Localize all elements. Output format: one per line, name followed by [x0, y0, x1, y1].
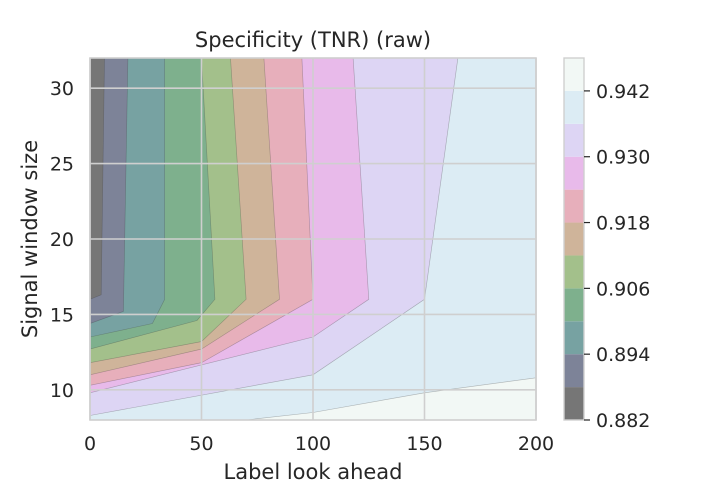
colorbar-swatch: [564, 321, 584, 355]
colorbar-frame: [563, 57, 585, 421]
y-tick-label: 20: [50, 229, 74, 251]
x-axis-label: Label look ahead: [224, 460, 403, 480]
colorbar-tick-label: 0.906: [596, 278, 650, 300]
colorbar-tick-label: 0.882: [596, 410, 650, 432]
colorbar-swatch: [564, 156, 584, 190]
y-tick-label: 15: [50, 304, 74, 326]
x-tick-label: 150: [406, 433, 442, 455]
colorbar-swatch: [564, 189, 584, 223]
colorbar-swatch: [564, 123, 584, 157]
chart-title: Specificity (TNR) (raw): [195, 28, 431, 52]
plot-frame: [89, 57, 537, 421]
y-tick-label: 10: [50, 380, 74, 402]
x-tick-label: 50: [189, 433, 213, 455]
colorbar-swatch: [564, 90, 584, 124]
colorbar-tick-label: 0.942: [596, 81, 650, 103]
y-tick-label: 30: [50, 78, 74, 100]
x-tick-label: 100: [295, 433, 331, 455]
x-tick-label: 0: [84, 433, 96, 455]
x-tick-label: 200: [518, 433, 554, 455]
x-axis-ticks: 0 50 100 150 200: [84, 433, 554, 455]
colorbar-swatch: [564, 255, 584, 289]
y-axis-label: Signal window size: [18, 140, 42, 338]
colorbar-swatch: [564, 288, 584, 322]
y-tick-label: 25: [50, 154, 74, 176]
colorbar-swatch: [564, 354, 584, 388]
colorbar-swatch: [564, 222, 584, 256]
colorbar: 0.882 0.894 0.906 0.918 0.930 0.942: [563, 57, 650, 432]
colorbar-tick-label: 0.918: [596, 213, 650, 235]
colorbar-tick-label: 0.930: [596, 147, 650, 169]
colorbar-tick-label: 0.894: [596, 344, 650, 366]
colorbar-swatch: [564, 387, 584, 420]
colorbar-swatch: [564, 58, 584, 91]
y-axis-ticks: 10 15 20 25 30: [50, 78, 74, 402]
